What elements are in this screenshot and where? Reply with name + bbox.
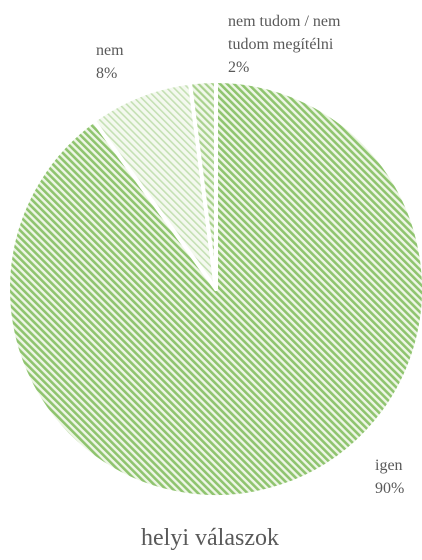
pie-slice-1 <box>91 80 218 291</box>
pie-slices <box>6 79 422 499</box>
pie-category-label-1: nem <box>96 42 124 59</box>
chart-title: helyi válaszok <box>141 525 279 551</box>
pie-slice-2 <box>187 79 218 291</box>
pie-value-label-1: 8% <box>96 65 117 82</box>
pie-category-label-0: igen <box>375 457 403 474</box>
pie-value-label-2: 2% <box>228 59 249 76</box>
pie-value-label-0: 90% <box>375 480 404 497</box>
pie-category-label-2: nem tudom / nem <box>228 13 341 30</box>
pie-labels: igen 90% nem 8% nem tudom / nem tudom megítél… <box>96 13 404 497</box>
pie-category-label-2: tudom megítélni <box>228 36 334 53</box>
